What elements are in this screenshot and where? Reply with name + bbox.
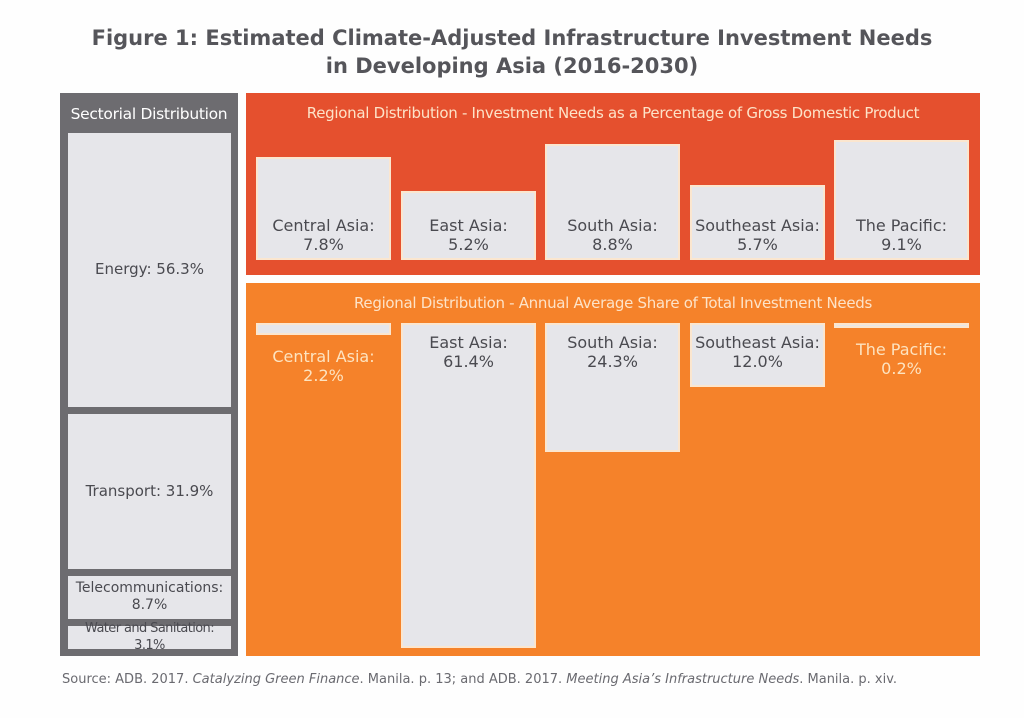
- source-title-2: Meeting Asia’s Infrastructure Needs: [566, 672, 800, 687]
- bar-value: 8.8%: [592, 234, 633, 254]
- sectorial-title: Sectorial Distribution: [70, 105, 228, 123]
- bar-value: 9.1%: [881, 234, 922, 254]
- sector-label: Energy: 56.3%: [95, 261, 204, 278]
- bar-category: East Asia:: [429, 333, 508, 352]
- sector-name: Energy: 56.3%: [95, 260, 204, 279]
- sector-value: 8.7%: [131, 597, 168, 614]
- sector-box: Telecommunications: 8.7%: [68, 576, 231, 619]
- gdp-panel: Regional Distribution - Investment Needs…: [246, 93, 980, 275]
- bar-value: 24.3%: [587, 352, 638, 371]
- gdp-title: Regional Distribution - Investment Needs…: [306, 104, 920, 122]
- sector-name: Telecommunications:: [75, 580, 224, 597]
- sectorial-panel: Sectorial Distribution Energy: 56.3% Tran…: [60, 93, 238, 656]
- share-title: Regional Distribution - Annual Average S…: [353, 294, 873, 312]
- title-line-1: Figure 1: Estimated Climate-Adjusted Inf…: [91, 26, 933, 50]
- gdp-bar: The Pacific: 9.1%: [834, 139, 969, 260]
- sector-box: Water and Sanitation: 3.1%: [68, 621, 231, 653]
- sector-label: Telecommunications: 8.7%: [76, 580, 224, 614]
- gdp-bar: Southeast Asia: 5.7%: [690, 184, 825, 260]
- bar-value: 12.0%: [732, 352, 783, 371]
- bar-category: The Pacific:: [855, 340, 948, 359]
- sector-name: Transport: 31.9%: [85, 482, 214, 501]
- bar-category: Central Asia:: [272, 346, 375, 366]
- sector-label: Water and Sanitation: 3.1%: [68, 620, 231, 654]
- source-note: Source: ADB. 2017. Catalyzing Green Fina…: [62, 672, 897, 687]
- gdp-bar: Central Asia: 7.8%: [256, 157, 391, 260]
- source-mid: . Manila. p. 13; and ADB. 2017.: [359, 672, 567, 687]
- gdp-bar: East Asia: 5.2%: [401, 191, 536, 260]
- gdp-bar: South Asia: 8.8%: [545, 143, 680, 260]
- figure-title: Figure 1: Estimated Climate-Adjusted Inf…: [0, 24, 1024, 80]
- share-bar: South Asia: 24.3%: [545, 323, 680, 452]
- share-bar-label: Central Asia: 2.2%: [256, 347, 391, 385]
- share-bar: [834, 323, 969, 328]
- bar-value: 61.4%: [443, 352, 494, 371]
- sector-box: Energy: 56.3%: [68, 133, 231, 407]
- share-panel: Regional Distribution - Annual Average S…: [246, 283, 980, 656]
- bar-value: 7.8%: [303, 234, 344, 254]
- source-title-1: Catalyzing Green Finance: [192, 672, 360, 687]
- bar-category: South Asia:: [567, 333, 658, 352]
- bar-value: 5.2%: [448, 234, 489, 254]
- title-line-2: in Developing Asia (2016-2030): [325, 54, 699, 78]
- bar-category: Central Asia:: [272, 215, 375, 235]
- sector-name: Water and Sanitation: 3.1%: [85, 621, 215, 653]
- bar-value: 0.2%: [881, 359, 922, 378]
- bar-category: South Asia:: [567, 215, 658, 235]
- bar-category: Southeast Asia:: [695, 333, 820, 352]
- sector-label: Transport: 31.9%: [86, 483, 214, 500]
- share-bar: East Asia: 61.4%: [401, 323, 536, 649]
- share-bar: Southeast Asia: 12.0%: [690, 323, 825, 387]
- source-suffix: . Manila. p. xiv.: [799, 672, 898, 687]
- bar-category: East Asia:: [429, 215, 508, 235]
- bar-value: 2.2%: [303, 365, 344, 385]
- bar-value: 5.7%: [737, 234, 778, 254]
- bar-category: Southeast Asia:: [695, 215, 820, 235]
- bar-category: The Pacific:: [855, 215, 948, 235]
- source-prefix: Source: ADB. 2017.: [62, 672, 193, 687]
- share-bar-label: The Pacific: 0.2%: [834, 340, 969, 378]
- share-bar: [256, 323, 391, 335]
- sector-box: Transport: 31.9%: [68, 413, 231, 570]
